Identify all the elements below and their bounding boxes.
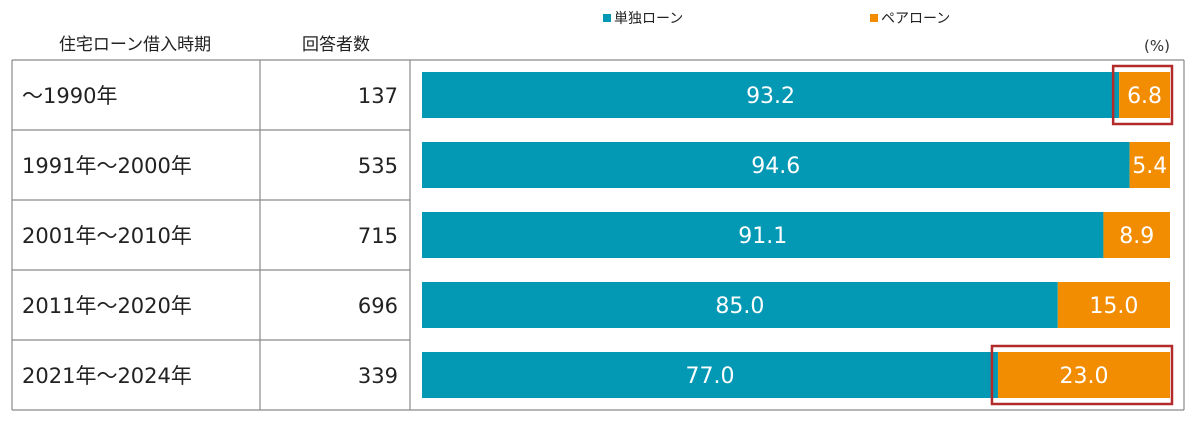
legend-label-2: ペアローン xyxy=(881,11,950,27)
period-label: 1991年～2000年 xyxy=(22,154,192,178)
legend-swatch-2 xyxy=(870,14,878,22)
highlight-box-1 xyxy=(1111,64,1174,126)
labels-layer: 93.2 6.8 94.6 5.4 91.1 8.9 85.0 15.0 77.0 23.0 xyxy=(685,84,1167,389)
value-label-pair-loan: 23.0 xyxy=(1059,364,1108,389)
bar-pair-loan xyxy=(1119,72,1170,118)
bar-single-loan xyxy=(422,282,1058,328)
respondents-value: 339 xyxy=(358,364,398,388)
unit-label: (%) xyxy=(1144,37,1170,55)
legend-label-1: 単独ローン xyxy=(614,11,683,27)
table-grid: ～1990年 137 1991年～2000年 535 2001年～2010年 715 201… xyxy=(11,59,1185,411)
value-label-single-loan: 77.0 xyxy=(685,364,734,389)
value-label-single-loan: 91.1 xyxy=(738,224,787,249)
period-label: 2021年～2024年 xyxy=(22,364,192,388)
respondents-column-header: 回答者数 xyxy=(302,35,370,55)
value-label-pair-loan: 15.0 xyxy=(1089,294,1138,319)
respondents-value: 535 xyxy=(358,154,398,178)
respondents-value: 696 xyxy=(358,294,398,318)
highlight-box-2 xyxy=(990,344,1174,406)
period-label: 2011年～2020年 xyxy=(22,294,192,318)
highlights-layer xyxy=(990,64,1174,406)
value-label-pair-loan: 5.4 xyxy=(1132,154,1167,179)
respondents-value: 137 xyxy=(358,84,398,108)
bar-single-loan xyxy=(422,72,1120,118)
bar-single-loan xyxy=(422,212,1104,258)
bar-single-loan xyxy=(422,142,1130,188)
bars-layer xyxy=(422,72,1170,398)
bar-pair-loan xyxy=(1057,282,1170,328)
period-column-header: 住宅ローン借入時期 xyxy=(59,35,211,55)
period-label: ～1990年 xyxy=(22,84,117,108)
value-label-single-loan: 94.6 xyxy=(751,154,800,179)
respondents-value: 715 xyxy=(358,224,398,248)
value-label-single-loan: 85.0 xyxy=(715,294,764,319)
bar-single-loan xyxy=(422,352,998,398)
legend-swatch-1 xyxy=(603,14,611,22)
value-label-pair-loan: 6.8 xyxy=(1127,84,1162,109)
table-header: 住宅ローン借入時期 回答者数 (%) xyxy=(59,35,1170,55)
bar-pair-loan xyxy=(997,352,1170,398)
legend: 単独ローン ペアローン xyxy=(603,11,950,27)
bar-pair-loan xyxy=(1129,142,1170,188)
bar-pair-loan xyxy=(1103,212,1170,258)
period-label: 2001年～2010年 xyxy=(22,224,192,248)
value-label-single-loan: 93.2 xyxy=(746,84,795,109)
value-label-pair-loan: 8.9 xyxy=(1119,224,1154,249)
